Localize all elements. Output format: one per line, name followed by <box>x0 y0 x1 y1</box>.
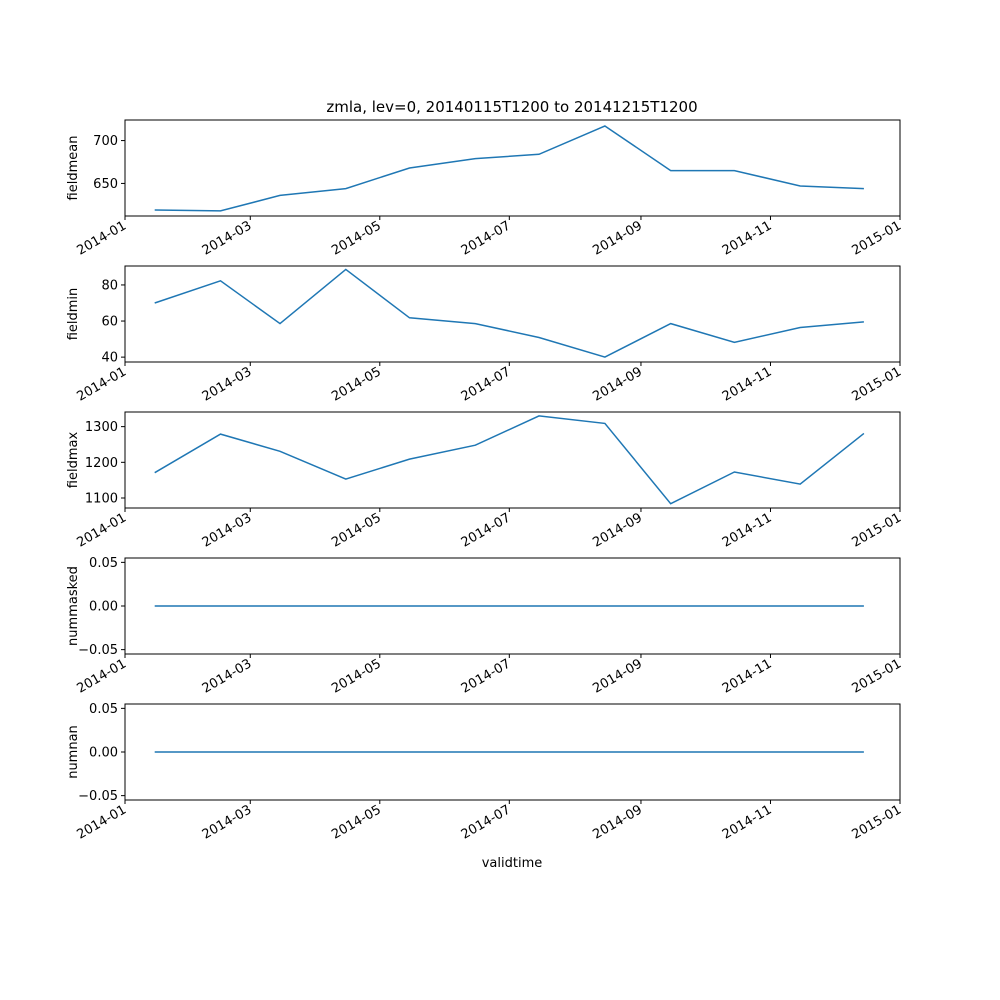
y-axis-label: fieldmin <box>66 288 81 341</box>
y-tick-label: 700 <box>93 134 118 149</box>
x-axis-label: validtime <box>482 856 543 871</box>
y-axis-label: numnan <box>66 725 81 779</box>
y-tick-label: 1200 <box>85 456 118 471</box>
y-tick-label: 0.00 <box>89 746 118 761</box>
series-line-fieldmin <box>154 268 864 358</box>
y-axis-label: nummasked <box>66 566 81 646</box>
axes-frame <box>124 265 901 363</box>
chart-title: zmla, lev=0, 20140115T1200 to 20141215T1… <box>326 98 697 116</box>
axes-frame <box>124 119 901 217</box>
y-tick-label: 80 <box>101 278 118 293</box>
y-tick-label: 0.05 <box>89 702 118 717</box>
y-axis-label: fieldmax <box>66 432 81 489</box>
y-tick-label: 1300 <box>85 420 118 435</box>
y-tick-label: 650 <box>93 177 118 192</box>
axes-frame <box>124 411 901 509</box>
y-tick-label: −0.05 <box>78 643 118 658</box>
axes-background <box>125 412 900 508</box>
y-tick-label: 1100 <box>85 492 118 507</box>
series-line-fieldmean <box>154 125 864 212</box>
axes-background <box>125 266 900 362</box>
y-tick-label: 0.05 <box>89 556 118 571</box>
axes-background <box>125 120 900 216</box>
y-tick-label: −0.05 <box>78 789 118 804</box>
series-line-fieldmax <box>154 415 865 505</box>
y-tick-label: 0.00 <box>89 600 118 615</box>
y-axis-label: fieldmean <box>66 136 81 201</box>
y-tick-label: 60 <box>101 315 118 330</box>
y-tick-label: 40 <box>101 351 118 366</box>
